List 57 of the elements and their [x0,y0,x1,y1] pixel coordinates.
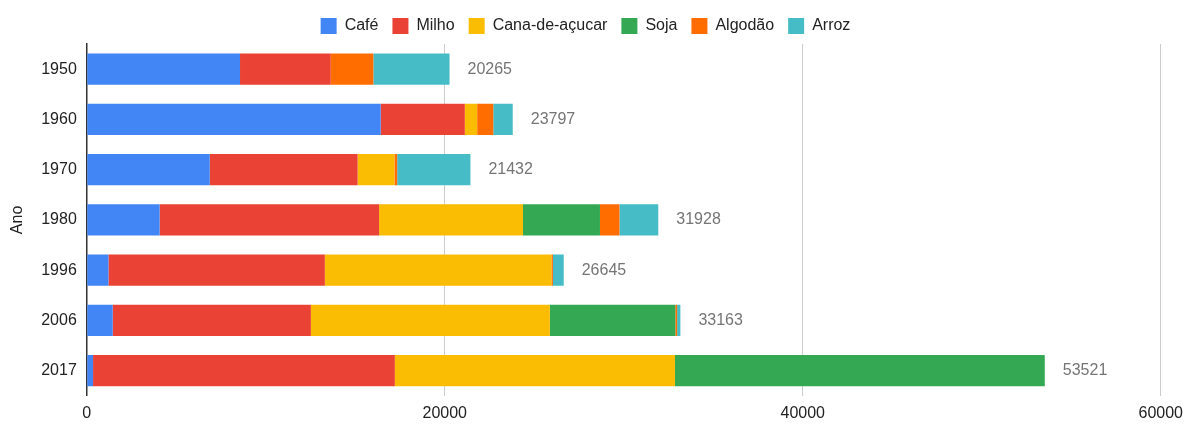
y-tick-label: 1996 [41,260,77,278]
bar [599,204,620,236]
bar [330,53,374,85]
y-tick-label: 1980 [41,210,77,228]
total-label: 23797 [530,109,576,127]
bar [674,355,1045,387]
bar [549,304,676,336]
bar [87,53,241,85]
legend-label: Café [344,16,379,34]
legend-label: Arroz [812,16,851,34]
bar [523,204,600,236]
bar [108,254,325,286]
y-tick-label: 1960 [41,109,77,127]
total-label: 31928 [676,210,721,228]
bar [477,103,494,135]
bar [310,304,550,336]
legend-label: Algodão [715,16,775,34]
x-tick-label: 40000 [780,403,826,421]
bar [93,355,395,387]
bar [87,355,94,387]
legend-label: Milho [416,16,455,34]
bar [112,304,311,336]
bar [394,355,675,387]
bar [159,204,380,236]
bar [240,53,331,85]
bar [397,154,471,186]
y-axis-title: Ano [8,205,26,235]
total-label: 20265 [467,59,513,77]
bar [380,103,465,135]
x-tick-label: 0 [82,403,92,421]
y-tick-label: 1950 [41,59,77,77]
y-tick-label: 1970 [41,160,77,178]
bar [87,304,113,336]
y-tick-label: 2006 [41,310,77,328]
bar [87,204,160,236]
bar [493,103,513,135]
total-label: 53521 [1062,361,1108,379]
bar [87,154,210,186]
total-label: 33163 [698,310,743,328]
y-tick-label: 2017 [41,361,77,379]
bar [87,103,381,135]
x-tick-label: 60000 [1138,403,1184,421]
total-label: 26645 [581,260,627,278]
x-tick-label: 20000 [422,403,468,421]
bar [87,254,109,286]
total-label: 21432 [488,160,534,178]
legend-label: Cana-de-açucar [492,16,609,34]
bar [394,154,398,186]
bar [464,103,478,135]
bar [379,204,523,236]
bar [209,154,358,186]
bar [552,254,564,286]
bar [619,204,659,236]
bar [324,254,552,286]
bar [373,53,450,85]
legend-label: Soja [645,16,678,34]
bar [357,154,395,186]
